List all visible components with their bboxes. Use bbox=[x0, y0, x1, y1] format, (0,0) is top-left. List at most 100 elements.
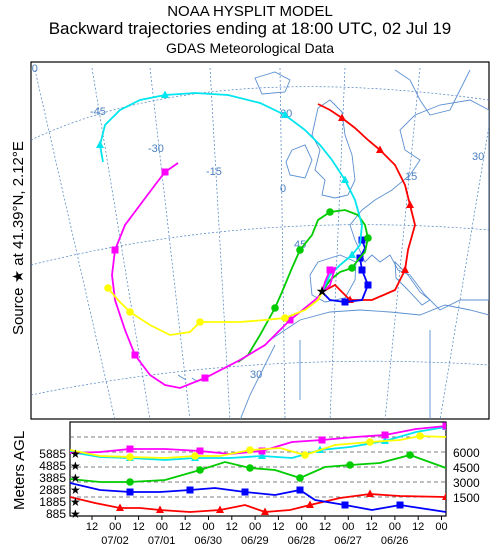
hour-tick-label: 00 bbox=[342, 521, 354, 533]
model-title: NOAA HYSPLIT MODEL bbox=[167, 3, 333, 20]
iceland-coastline bbox=[254, 71, 291, 95]
trajectory-marker bbox=[341, 175, 349, 183]
height-profile-marker bbox=[381, 431, 389, 439]
trajectory-marker bbox=[358, 236, 366, 244]
trajectory-marker bbox=[201, 374, 209, 382]
hour-tick-label: 12 bbox=[86, 521, 98, 533]
start-star-icon: ★ bbox=[70, 483, 81, 497]
trajectory-line bbox=[111, 162, 337, 389]
trajectory-marker bbox=[281, 314, 289, 322]
start-star-icon: ★ bbox=[70, 471, 81, 485]
hour-tick-label: 12 bbox=[412, 521, 424, 533]
height-profile-marker bbox=[341, 501, 349, 509]
lon-label: 30 bbox=[472, 151, 484, 163]
left-height-tick: 2885 bbox=[39, 483, 66, 497]
right-height-tick: 6000 bbox=[453, 446, 480, 460]
right-height-tick: 3000 bbox=[453, 476, 480, 490]
left-height-tick: 1885 bbox=[39, 495, 66, 509]
hour-tick-label: 00 bbox=[156, 521, 168, 533]
start-star-icon: ★ bbox=[70, 459, 81, 473]
plot-title: Backward trajectories ending at 18:00 UT… bbox=[48, 19, 452, 38]
height-profile-marker bbox=[442, 492, 446, 500]
africa-coastline bbox=[269, 304, 489, 341]
hour-tick-label: 00 bbox=[109, 521, 121, 533]
trajectory-marker bbox=[358, 266, 366, 274]
start-star-icon: ★ bbox=[70, 495, 81, 509]
trajectory-marker bbox=[364, 281, 372, 289]
height-profile-line bbox=[70, 454, 446, 483]
lon-label: -60 bbox=[22, 63, 38, 75]
left-height-tick: 885 bbox=[46, 507, 66, 521]
date-tick-label: 06/27 bbox=[334, 535, 362, 547]
lat-label: 30 bbox=[250, 369, 262, 381]
hour-tick-label: 12 bbox=[132, 521, 144, 533]
meridian-line bbox=[279, 67, 286, 419]
start-star-icon: ★ bbox=[70, 447, 81, 461]
parallel-line bbox=[31, 86, 489, 141]
trajectory-marker bbox=[126, 308, 134, 316]
meridian-line bbox=[384, 67, 421, 419]
meridian-line bbox=[439, 123, 489, 419]
height-profile-marker bbox=[346, 461, 354, 469]
map-panel: -60 -45 -30 -15 0 15 30 60 45 30 ★ bbox=[22, 61, 490, 420]
meridian-line bbox=[149, 67, 191, 419]
height-profile-line bbox=[70, 435, 446, 459]
height-profile-marker bbox=[442, 422, 446, 430]
trajectory-marker bbox=[338, 113, 346, 121]
europe-coastline bbox=[349, 99, 489, 311]
height-profile-marker bbox=[246, 446, 254, 454]
hour-tick-label: 12 bbox=[272, 521, 284, 533]
trajectory-marker bbox=[111, 246, 119, 254]
height-panel: ★ ★ ★ ★ ★ ★ 5885 4885 3885 2885 1885 885… bbox=[39, 421, 480, 547]
trajectory-marker bbox=[376, 145, 384, 153]
height-profile-marker bbox=[216, 505, 224, 513]
date-tick-label: 07/01 bbox=[148, 535, 176, 547]
lon-label: -30 bbox=[148, 143, 164, 155]
date-tick-label: 06/28 bbox=[288, 535, 316, 547]
hour-tick-label: 12 bbox=[179, 521, 191, 533]
italy-coastline bbox=[394, 260, 431, 306]
trajectory-line bbox=[99, 92, 363, 293]
trajectory-marker bbox=[161, 168, 169, 176]
height-profile-marker bbox=[246, 464, 254, 472]
right-height-tick: 4500 bbox=[453, 461, 480, 475]
trajectory-marker bbox=[286, 316, 294, 324]
height-profile-marker bbox=[156, 505, 164, 513]
lon-label: -45 bbox=[90, 106, 106, 118]
height-profile-marker bbox=[258, 451, 266, 459]
right-height-tick: 1500 bbox=[453, 491, 480, 505]
height-profile-marker bbox=[126, 445, 134, 453]
trajectory-marker bbox=[196, 318, 204, 326]
hour-tick-label: 00 bbox=[296, 521, 308, 533]
lon-label: 15 bbox=[405, 171, 417, 183]
height-profile-marker bbox=[116, 503, 124, 511]
ireland-coastline bbox=[285, 144, 313, 179]
height-profile-marker bbox=[186, 486, 194, 494]
trajectory-marker bbox=[348, 264, 356, 272]
height-profile-marker bbox=[196, 447, 204, 455]
trajectory-marker bbox=[364, 234, 372, 242]
height-profile-marker bbox=[191, 452, 199, 460]
hour-tick-label: 12 bbox=[226, 521, 238, 533]
lon-label: -15 bbox=[206, 166, 222, 178]
trajectory-marker bbox=[326, 208, 334, 216]
trajectory-marker bbox=[161, 90, 169, 98]
source-star-icon: ★ bbox=[316, 283, 329, 299]
height-profile-marker bbox=[241, 488, 249, 496]
parallel-line bbox=[31, 360, 489, 396]
height-profile-marker bbox=[366, 489, 374, 497]
hour-tick-label: 12 bbox=[319, 521, 331, 533]
trajectory-line bbox=[107, 287, 323, 336]
height-profile-marker bbox=[126, 488, 134, 496]
hour-tick-label: 12 bbox=[365, 521, 377, 533]
trajectory-marker bbox=[281, 110, 289, 118]
left-height-tick: 5885 bbox=[39, 447, 66, 461]
height-axis-label: Meters AGL bbox=[11, 430, 28, 510]
iberia-coastline bbox=[309, 254, 357, 303]
height-profile-marker bbox=[258, 447, 266, 455]
date-tick-label: 06/29 bbox=[241, 535, 269, 547]
parallel-line bbox=[31, 224, 489, 266]
trajectory-marker bbox=[96, 140, 104, 148]
trajectory-marker bbox=[401, 265, 409, 273]
trajectory-marker bbox=[406, 200, 414, 208]
